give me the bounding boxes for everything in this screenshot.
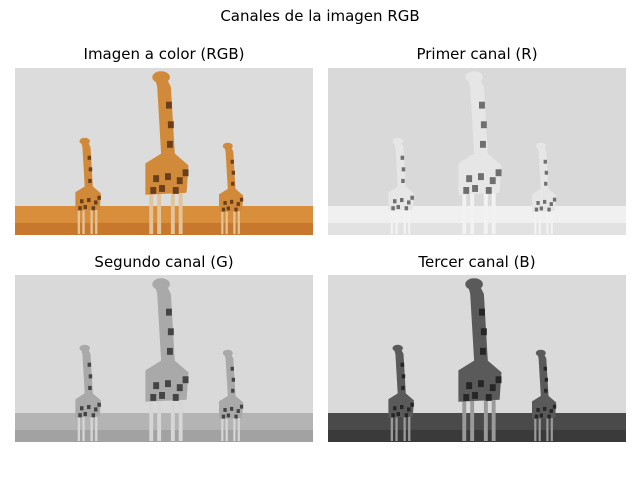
giraffe-center-body (458, 282, 502, 402)
giraffe-center-spots (150, 101, 189, 194)
giraffe-left-body (75, 140, 101, 211)
panel-title-rgb: Imagen a color (RGB) (83, 45, 245, 63)
giraffe-center-spots (150, 308, 189, 401)
giraffe-right-body (219, 351, 244, 419)
giraffe-center-head (152, 278, 170, 291)
giraffe-right-head (535, 142, 546, 150)
giraffe-left-legs (390, 207, 411, 234)
giraffe-right-legs (534, 416, 553, 442)
giraffe-center-body (145, 75, 189, 195)
giraffe-right-spots (534, 159, 557, 212)
image-panel-g (15, 275, 313, 442)
giraffe-left-body (388, 140, 414, 211)
giraffe-right-spots (534, 366, 557, 419)
giraffe-right-body (219, 144, 244, 212)
giraffe-right-head (222, 142, 233, 150)
giraffe-right-body (532, 351, 557, 419)
giraffe-center-legs (462, 189, 496, 234)
giraffe-right-body (532, 144, 557, 212)
giraffe-left-legs (390, 414, 411, 441)
giraffe-center-head (465, 278, 483, 291)
panel-title-g: Segundo canal (G) (94, 253, 234, 271)
giraffe-center-legs (149, 189, 183, 234)
giraffe-left-body (388, 347, 414, 418)
giraffe-left-head (79, 344, 90, 352)
giraffe-center-legs (462, 396, 496, 441)
giraffe-left-head (392, 137, 403, 145)
giraffe-left-spots (78, 155, 101, 211)
giraffe-center-spots (463, 308, 502, 401)
giraffe-center-legs (149, 396, 183, 441)
giraffe-right-head (222, 349, 233, 357)
image-panel-r (328, 68, 626, 235)
giraffe-right-head (535, 349, 546, 357)
giraffe-right-spots (221, 366, 244, 419)
panel-title-b: Tercer canal (B) (418, 253, 536, 271)
giraffe-right-legs (221, 416, 240, 442)
panel-title-r: Primer canal (R) (416, 45, 538, 63)
giraffe-left-spots (78, 362, 101, 418)
giraffe-center-spots (463, 101, 502, 194)
giraffe-left-legs (77, 414, 98, 441)
ground-shadow (328, 223, 626, 235)
giraffe-left-spots (391, 155, 414, 211)
giraffe-center-body (145, 282, 189, 402)
giraffe-left-head (392, 344, 403, 352)
giraffe-right-legs (221, 209, 240, 235)
giraffe-left-spots (391, 362, 414, 418)
giraffe-center-head (152, 71, 170, 84)
giraffe-center-head (465, 71, 483, 84)
image-panel-b (328, 275, 626, 442)
giraffe-left-body (75, 347, 101, 418)
figure-title: Canales de la imagen RGB (220, 7, 420, 25)
giraffe-right-spots (221, 159, 244, 212)
giraffe-right-legs (534, 209, 553, 235)
ground-shadow (328, 430, 626, 442)
giraffe-left-head (79, 137, 90, 145)
giraffe-left-legs (77, 207, 98, 234)
image-panel-rgb (15, 68, 313, 235)
ground-shadow (15, 430, 313, 442)
giraffe-center-body (458, 75, 502, 195)
ground-shadow (15, 223, 313, 235)
